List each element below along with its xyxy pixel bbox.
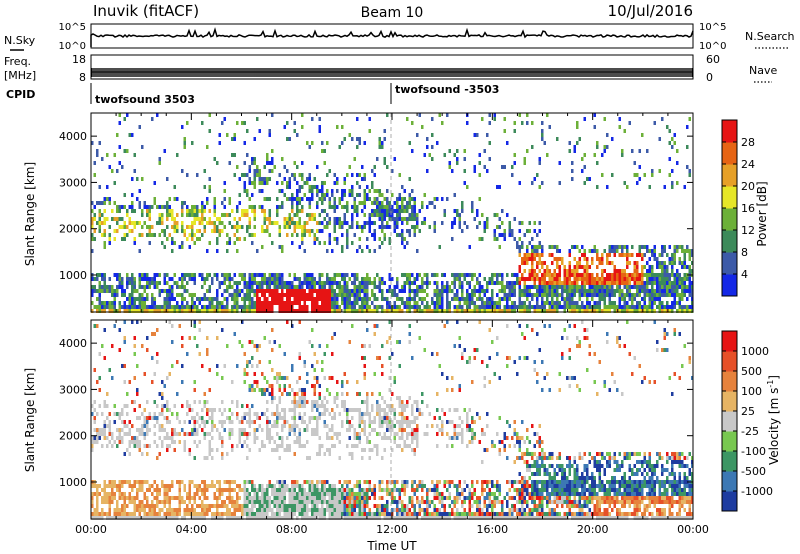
power-colorbar-swatch — [722, 274, 737, 297]
velocity-colorbar-swatch — [722, 411, 737, 432]
power-colorbar-tick: 8 — [741, 246, 748, 259]
power-colorbar-swatch — [722, 252, 737, 275]
power-colorbar-tick: 20 — [741, 180, 755, 193]
power-colorbar-tick: 16 — [741, 202, 755, 215]
nave-label: Nave — [749, 64, 777, 77]
power-heatmap — [91, 113, 694, 313]
freq-tick-top: 18 — [72, 53, 86, 66]
freq-label-2: [MHz] — [4, 69, 36, 82]
power-ytick-label: 4000 — [59, 130, 87, 143]
freq-bars — [91, 68, 693, 77]
x-tick-label: 00:00 — [75, 523, 107, 536]
nsky-tick-bottom: 10^0 — [59, 41, 86, 52]
power-colorbar-swatch — [722, 120, 737, 143]
velocity-colorbar-tick: 100 — [741, 385, 762, 398]
freq-panel: Freq. [MHz] 18 8 60 0 Nave — [4, 53, 777, 84]
nave-tick-bottom: 0 — [706, 71, 713, 84]
power-colorbar-swatch — [722, 186, 737, 209]
velocity-colorbar-swatch — [722, 431, 737, 452]
x-tick-label: 12:00 — [376, 523, 408, 536]
freq-label-1: Freq. — [4, 55, 31, 68]
nsky-tick-top: 10^5 — [59, 22, 86, 33]
velocity-colorbar-tick: 25 — [741, 405, 755, 418]
power-colorbar-tick: 12 — [741, 224, 755, 237]
nsearch-label: N.Search — [745, 30, 795, 43]
velocity-ytick-label: 3000 — [59, 383, 87, 396]
velocity-ytick-label: 4000 — [59, 337, 87, 350]
x-tick-label: 08:00 — [276, 523, 308, 536]
velocity-heatmap — [91, 320, 694, 520]
velocity-ylabel: Slant Range [km] — [23, 368, 37, 472]
x-axis-label: Time UT — [366, 539, 417, 553]
velocity-colorbar-swatch — [722, 371, 737, 392]
velocity-colorbar-tick: 1000 — [741, 345, 769, 358]
nsearch-tick-top: 10^5 — [699, 22, 726, 33]
velocity-colorbar-swatch — [722, 451, 737, 472]
power-colorbar-tick: 28 — [741, 136, 755, 149]
velocity-colorbar-label: Velocity [m s-1] — [766, 375, 781, 465]
power-ytick-label: 1000 — [59, 269, 87, 282]
power-colorbar: 4 8 12 16 20 24 28 — [721, 119, 755, 297]
power-ytick-label: 2000 — [59, 223, 87, 236]
velocity-panel: Slant Range [km] 1000 2000 3000 4000 00:00 0… — [23, 319, 781, 553]
power-colorbar-swatch — [722, 230, 737, 253]
velocity-colorbar-swatch — [722, 391, 737, 412]
nsky-line — [90, 27, 694, 47]
velocity-colorbar-tick: 500 — [741, 365, 762, 378]
nave-tick-top: 60 — [706, 53, 720, 66]
velocity-colorbar: 1000 500 100 25 -25 -100 -500 -1000 — [721, 330, 773, 512]
velocity-ytick-label: 1000 — [59, 476, 87, 489]
velocity-colorbar-tick: -25 — [741, 425, 759, 438]
cpid-label: CPID — [6, 88, 35, 101]
power-colorbar-swatch — [722, 208, 737, 231]
power-colorbar-swatch — [722, 142, 737, 165]
cpid-panel: CPID twofsound 3503 twofsound -3503 — [6, 83, 499, 106]
power-panel: Slant Range [km] 1000 2000 3000 4000 4 8 12 16… — [23, 112, 769, 313]
velocity-colorbar-tick: -100 — [741, 445, 766, 458]
power-colorbar-label: Power [dB] — [755, 181, 769, 246]
power-colorbar-tick: 4 — [741, 268, 748, 281]
nsky-label: N.Sky — [4, 34, 36, 47]
power-colorbar-tick: 24 — [741, 158, 755, 171]
power-colorbar-swatch — [722, 164, 737, 187]
beam-title: Beam 10 — [361, 5, 424, 21]
x-tick-label: 00:00 — [677, 523, 709, 536]
x-tick-label: 20:00 — [577, 523, 609, 536]
velocity-colorbar-swatch — [722, 491, 737, 512]
x-tick-label: 16:00 — [476, 523, 508, 536]
cpid-segment-2: twofsound -3503 — [395, 83, 499, 96]
power-ytick-label: 3000 — [59, 176, 87, 189]
power-ylabel: Slant Range [km] — [23, 162, 37, 266]
velocity-ytick-label: 2000 — [59, 430, 87, 443]
velocity-colorbar-tick: -1000 — [741, 485, 773, 498]
station-title: Inuvik (fitACF) — [93, 2, 199, 20]
nsearch-tick-bottom: 10^0 — [699, 41, 726, 52]
freq-tick-bottom: 8 — [79, 71, 86, 84]
x-tick-label: 04:00 — [175, 523, 207, 536]
velocity-colorbar-tick: -500 — [741, 465, 766, 478]
nsky-panel: N.Sky 10^5 10^0 10^5 10^0 N.Search — [4, 22, 795, 52]
velocity-colorbar-swatch — [722, 471, 737, 492]
cpid-segment-1: twofsound 3503 — [95, 93, 195, 106]
velocity-colorbar-swatch — [722, 351, 737, 372]
date-title: 10/Jul/2016 — [608, 2, 693, 20]
velocity-colorbar-swatch — [722, 331, 737, 352]
